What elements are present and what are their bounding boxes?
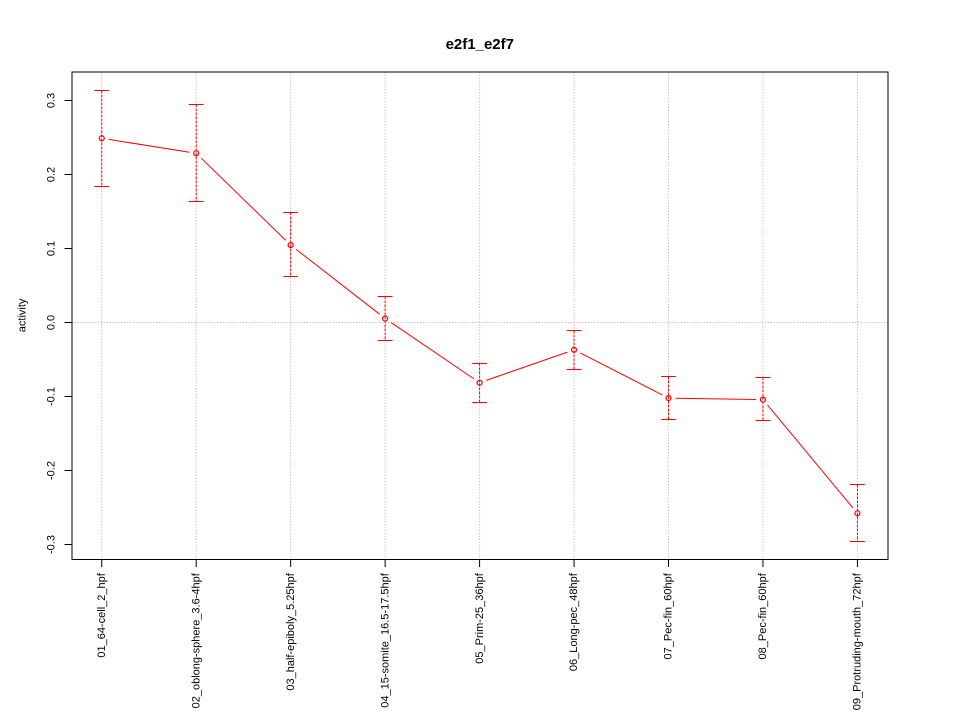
svg-text:06_Long-pec_48hpf: 06_Long-pec_48hpf (568, 572, 580, 671)
svg-text:0.1: 0.1 (46, 241, 58, 256)
svg-text:01_64-cell_2_hpf: 01_64-cell_2_hpf (96, 572, 108, 657)
svg-text:-0.3: -0.3 (46, 535, 58, 554)
svg-text:02_oblong-sphere_3.6-4hpf: 02_oblong-sphere_3.6-4hpf (190, 572, 202, 708)
svg-text:e2f1_e2f7: e2f1_e2f7 (446, 36, 514, 53)
svg-text:09_Protruding-mouth_72hpf: 09_Protruding-mouth_72hpf (852, 572, 864, 710)
svg-text:0.0: 0.0 (46, 315, 58, 330)
svg-text:03_half-epiboly_5.25hpf: 03_half-epiboly_5.25hpf (285, 572, 297, 690)
svg-text:-0.1: -0.1 (46, 387, 58, 406)
svg-text:activity: activity (17, 298, 29, 332)
svg-text:05_Prim-25_36hpf: 05_Prim-25_36hpf (474, 572, 486, 663)
svg-text:0.3: 0.3 (46, 93, 58, 108)
svg-text:-0.2: -0.2 (46, 461, 58, 480)
svg-text:07_Pec-fin_60hpf: 07_Pec-fin_60hpf (663, 572, 675, 659)
svg-text:04_15-somite_16.5-17.5hpf: 04_15-somite_16.5-17.5hpf (379, 572, 391, 707)
svg-text:08_Pec-fin_60hpf: 08_Pec-fin_60hpf (757, 572, 769, 659)
svg-text:0.2: 0.2 (46, 167, 58, 182)
